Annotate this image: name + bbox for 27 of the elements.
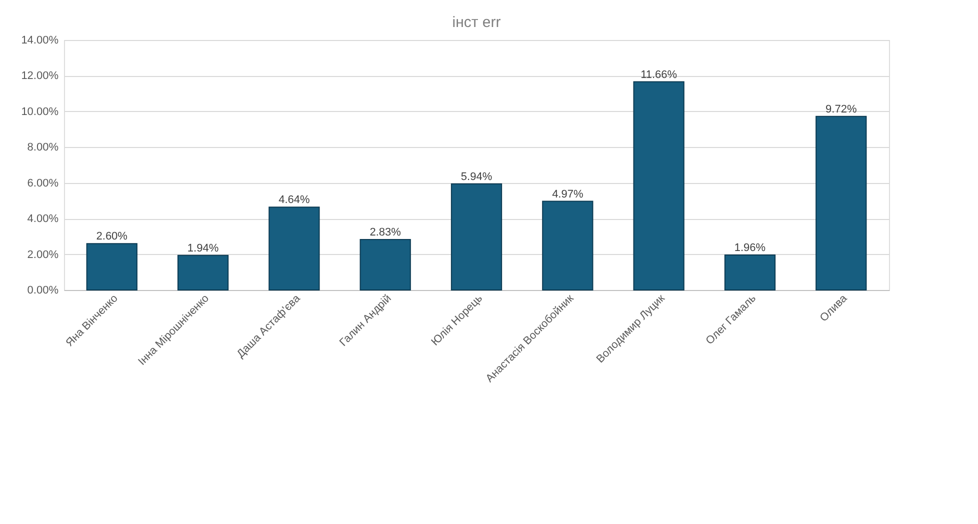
chart-title: інст err xyxy=(452,14,501,31)
data-label: 2.60% xyxy=(96,230,128,243)
data-label: 4.64% xyxy=(278,194,310,206)
data-label: 2.83% xyxy=(370,226,402,238)
y-tick-label: 4.00% xyxy=(27,213,59,226)
data-label: 9.72% xyxy=(826,103,857,116)
bar xyxy=(724,254,776,290)
bar xyxy=(633,81,684,290)
data-label: 5.94% xyxy=(460,170,492,183)
bar xyxy=(450,183,502,290)
bar xyxy=(542,200,594,290)
y-tick-label: 10.00% xyxy=(21,106,59,118)
bar xyxy=(360,238,411,290)
y-tick-label: 8.00% xyxy=(27,142,59,154)
data-label: 1.96% xyxy=(734,242,766,254)
data-label: 1.94% xyxy=(187,242,219,254)
bar xyxy=(86,243,138,290)
y-tick-label: 6.00% xyxy=(27,177,59,190)
y-tick-label: 12.00% xyxy=(21,70,59,82)
y-tick-label: 2.00% xyxy=(27,248,59,261)
bar xyxy=(177,254,229,290)
bar xyxy=(816,116,867,290)
data-label: 11.66% xyxy=(640,68,678,81)
y-tick-label: 0.00% xyxy=(27,284,59,296)
data-label: 4.97% xyxy=(552,188,584,200)
y-tick-label: 14.00% xyxy=(21,34,59,46)
bar xyxy=(268,206,320,290)
